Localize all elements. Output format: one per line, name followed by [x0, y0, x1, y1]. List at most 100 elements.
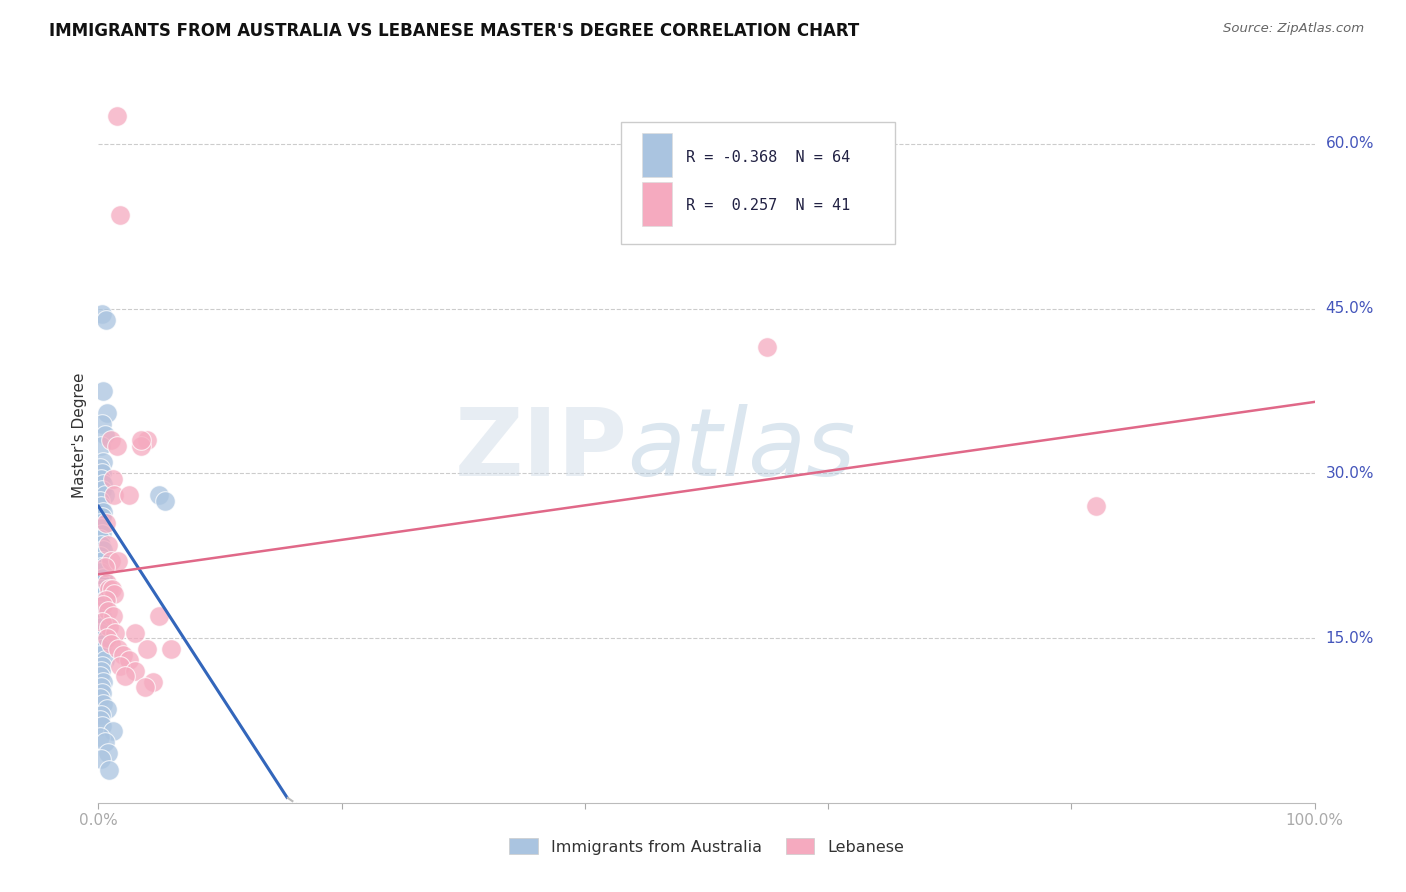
Point	[91, 543, 114, 558]
Point	[96, 406, 118, 420]
Point	[103, 488, 125, 502]
Point	[90, 439, 112, 453]
Point	[90, 620, 112, 634]
Point	[89, 532, 111, 546]
Point	[96, 631, 118, 645]
Point	[90, 598, 112, 612]
Point	[91, 554, 114, 568]
Point	[134, 681, 156, 695]
Point	[91, 571, 114, 585]
Point	[142, 675, 165, 690]
Point	[111, 648, 134, 662]
Point	[118, 653, 141, 667]
FancyBboxPatch shape	[621, 122, 896, 244]
FancyBboxPatch shape	[643, 182, 672, 227]
Point	[89, 714, 111, 728]
Point	[124, 625, 146, 640]
Point	[90, 664, 112, 678]
Point	[110, 208, 132, 222]
Point	[91, 658, 114, 673]
Point	[89, 625, 111, 640]
Point	[89, 669, 111, 683]
Point	[107, 642, 129, 657]
Point	[91, 582, 114, 596]
Legend: Immigrants from Australia, Lebanese: Immigrants from Australia, Lebanese	[503, 831, 910, 861]
Point	[97, 747, 120, 761]
Point	[105, 109, 128, 123]
Point	[91, 636, 114, 650]
Y-axis label: Master's Degree: Master's Degree	[72, 372, 87, 498]
Point	[91, 609, 114, 624]
Text: atlas: atlas	[627, 404, 856, 495]
Point	[98, 582, 121, 596]
Point	[91, 675, 114, 690]
Point	[96, 576, 118, 591]
Point	[105, 439, 128, 453]
Point	[93, 735, 115, 749]
Text: Source: ZipAtlas.com: Source: ZipAtlas.com	[1223, 22, 1364, 36]
Point	[136, 642, 159, 657]
Point	[91, 483, 114, 497]
Point	[101, 724, 124, 739]
Point	[107, 554, 129, 568]
Point	[148, 609, 170, 624]
Point	[129, 439, 152, 453]
Point	[98, 620, 121, 634]
Point	[155, 493, 177, 508]
Point	[110, 658, 132, 673]
FancyBboxPatch shape	[643, 133, 672, 178]
Point	[89, 516, 111, 530]
Point	[148, 488, 170, 502]
Text: ZIP: ZIP	[454, 403, 627, 496]
Point	[91, 686, 114, 700]
Point	[91, 307, 114, 321]
Text: 15.0%: 15.0%	[1326, 631, 1374, 646]
Point	[97, 538, 120, 552]
Point	[103, 587, 125, 601]
Text: R = -0.368  N = 64: R = -0.368 N = 64	[686, 150, 851, 165]
Point	[91, 719, 114, 733]
Point	[114, 669, 136, 683]
Point	[90, 681, 112, 695]
Point	[91, 615, 114, 629]
Point	[90, 500, 112, 514]
Point	[93, 592, 115, 607]
Point	[100, 636, 122, 650]
Text: IMMIGRANTS FROM AUSTRALIA VS LEBANESE MASTER'S DEGREE CORRELATION CHART: IMMIGRANTS FROM AUSTRALIA VS LEBANESE MA…	[49, 22, 859, 40]
Point	[1084, 500, 1107, 514]
Point	[91, 417, 114, 431]
Point	[89, 648, 111, 662]
Text: 30.0%: 30.0%	[1326, 466, 1374, 481]
Point	[100, 434, 122, 448]
Point	[118, 488, 141, 502]
Point	[98, 763, 121, 777]
Text: 60.0%: 60.0%	[1326, 136, 1374, 152]
Point	[104, 625, 127, 640]
Point	[96, 702, 118, 716]
Point	[91, 510, 114, 524]
Point	[89, 493, 111, 508]
Point	[136, 434, 159, 448]
Point	[101, 609, 124, 624]
Point	[93, 559, 115, 574]
Point	[90, 707, 112, 722]
Point	[91, 615, 114, 629]
Point	[94, 592, 117, 607]
Point	[90, 472, 112, 486]
Point	[89, 604, 111, 618]
Point	[100, 554, 122, 568]
Point	[93, 488, 115, 502]
Point	[101, 582, 124, 596]
Point	[89, 565, 111, 579]
Point	[90, 642, 112, 657]
Point	[97, 604, 120, 618]
Point	[90, 521, 112, 535]
Point	[90, 576, 112, 591]
Point	[91, 505, 114, 519]
Point	[94, 312, 117, 326]
Point	[90, 538, 112, 552]
Point	[89, 460, 111, 475]
Text: R =  0.257  N = 41: R = 0.257 N = 41	[686, 198, 851, 213]
Point	[91, 598, 114, 612]
Point	[129, 434, 152, 448]
